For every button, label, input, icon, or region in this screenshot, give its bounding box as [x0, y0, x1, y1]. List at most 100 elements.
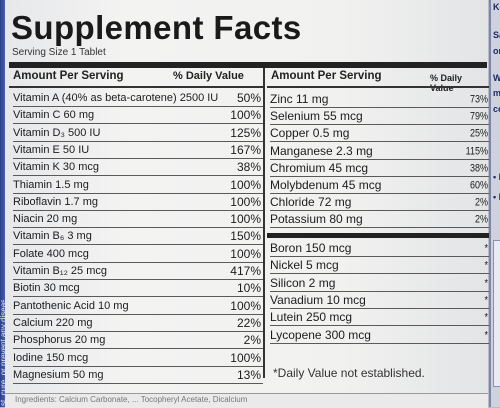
- nutrient-daily-value: 22%: [236, 315, 261, 330]
- nutrient-daily-value: 50%: [236, 91, 261, 105]
- nutrient-row: Vitamin E 50 IU 167%: [13, 143, 263, 159]
- adjacent-panel-text: or m: [493, 46, 500, 56]
- nutrient-row: Vitamin B₆ 3 mg 150%: [13, 229, 263, 246]
- nutrient-row: Nickel 5 mcg *: [270, 258, 490, 275]
- nutrient-name: Vitamin B₆ 3 mg: [13, 230, 92, 243]
- daily-value-footnote: *Daily Value not established.: [273, 366, 425, 380]
- nutrient-name: Thiamin 1.5 mg: [13, 178, 89, 191]
- nutrient-row: Copper 0.5 mg 25%: [270, 126, 490, 143]
- nutrient-row: Selenium 55 mcg 79%: [270, 109, 490, 126]
- nutrient-row: Thiamin 1.5 mg 100%: [13, 178, 263, 194]
- nutrient-daily-value: 10%: [236, 281, 261, 296]
- nutrient-row: Vitamin D₃ 500 IU 125%: [13, 126, 263, 142]
- nutrient-daily-value: 100%: [230, 108, 261, 123]
- nutrient-name: Vitamin A (40% as beta-carotene) 2500 IU: [13, 92, 219, 104]
- nutrient-daily-value: 125%: [230, 125, 261, 140]
- nutrient-row: Silicon 2 mg *: [270, 276, 490, 292]
- nutrient-row: Zinc 11 mg 73%: [270, 92, 490, 108]
- nutrient-daily-value: 417%: [230, 264, 261, 278]
- nutrient-name: Vitamin C 60 mg: [13, 109, 95, 122]
- left-header-rule: [9, 86, 263, 88]
- nutrient-row: Lycopene 300 mcg *: [270, 328, 490, 344]
- nutrient-daily-value: 2%: [474, 196, 488, 209]
- right-dv-header: % Daily Value: [430, 73, 463, 93]
- nutrient-row: Vitamin C 60 mg 100%: [13, 108, 263, 125]
- nutrient-name: Biotin 30 mcg: [13, 282, 80, 295]
- nutrient-daily-value: 73%: [469, 92, 488, 105]
- nutrient-name: Selenium 55 mcg: [270, 109, 363, 124]
- nutrient-daily-value: *: [484, 241, 488, 254]
- nutrient-name: Potassium 80 mg: [270, 212, 363, 227]
- nutrient-daily-value: 115%: [465, 144, 488, 157]
- nutrient-row: Vitamin B₁₂ 25 mcg 417%: [13, 264, 263, 280]
- nutrient-row: Magnesium 50 mg 13%: [13, 368, 263, 384]
- nutrient-name: Zinc 11 mg: [270, 92, 329, 106]
- left-amount-header: Amount Per Serving: [13, 70, 124, 82]
- nutrient-name: Vitamin E 50 IU: [13, 143, 90, 156]
- nutrient-name: Chloride 72 mg: [270, 195, 352, 210]
- nutrient-name: Phosphorus 20 mg: [13, 334, 106, 347]
- nutrient-row: Riboflavin 1.7 mg 100%: [13, 195, 263, 211]
- nutrient-name: Riboflavin 1.7 mg: [13, 195, 98, 208]
- side-disclaimer-text: st, cure, or prevent any disease.: [0, 300, 8, 406]
- supplement-facts-label: Supplement Facts Serving Size 1 Tablet A…: [5, 0, 490, 407]
- nutrient-name: Magnesium 50 mg: [13, 368, 104, 381]
- nutrient-name: Vitamin D₃ 500 IU: [13, 126, 101, 139]
- nutrient-name: Vitamin B₁₂ 25 mcg: [13, 265, 107, 277]
- adjacent-panel-text: • N: [493, 172, 500, 182]
- adjacent-panel-text: • N: [493, 192, 500, 202]
- ingredients-text: Ingredients: Calcium Carbonate, ... Toco…: [15, 395, 248, 404]
- serving-size: Serving Size 1 Tablet: [12, 47, 106, 58]
- nutrient-daily-value: 100%: [230, 194, 261, 209]
- nutrient-name: Iodine 150 mcg: [13, 351, 89, 364]
- nutrient-name: Molybdenum 45 mcg: [270, 178, 382, 192]
- nutrient-name: Niacin 20 mg: [13, 213, 78, 226]
- nutrient-name: Pantothenic Acid 10 mg: [13, 299, 129, 312]
- nutrient-daily-value: 38%: [236, 160, 261, 175]
- nutrient-row: Pantothenic Acid 10 mg 100%: [13, 299, 263, 315]
- nutrient-daily-value: *: [484, 293, 488, 306]
- nutrient-daily-value: 38%: [469, 161, 488, 174]
- nutrient-row: Niacin 20 mg 100%: [13, 212, 263, 229]
- nutrient-daily-value: 100%: [230, 298, 261, 313]
- right-amount-header: Amount Per Serving: [271, 70, 382, 82]
- nutrient-row: Chloride 72 mg 2%: [270, 195, 490, 212]
- adjacent-panel-text: com: [493, 104, 500, 114]
- nutrient-daily-value: *: [484, 259, 488, 272]
- nutrient-name: Nickel 5 mcg: [270, 258, 339, 273]
- nutrient-daily-value: 13%: [236, 367, 261, 382]
- nutrient-row: Iodine 150 mcg 100%: [13, 351, 263, 367]
- nutrient-row: Potassium 80 mg 2%: [270, 212, 490, 229]
- bottle-left-edge: [0, 0, 8, 407]
- nutrient-row: Molybdenum 45 mcg 60%: [270, 178, 490, 194]
- adjacent-panel-text: Safe: [493, 30, 500, 40]
- nutrient-name: Copper 0.5 mg: [270, 126, 350, 141]
- nutrient-row: Vitamin K 30 mcg 38%: [13, 160, 263, 177]
- nutrient-name: Boron 150 mcg: [270, 241, 352, 255]
- adjacent-panel-text: may: [493, 88, 500, 98]
- nutrient-row: Calcium 220 mg 22%: [13, 316, 263, 332]
- nutrient-row: Folate 400 mcg 100%: [13, 247, 263, 263]
- nutrient-name: Folate 400 mcg: [13, 247, 89, 260]
- nutrient-row: Phosphorus 20 mg 2%: [13, 333, 263, 350]
- ingredients-band: Ingredients: Calcium Carbonate, ... Toco…: [5, 393, 488, 408]
- nutrient-daily-value: 25%: [469, 127, 488, 140]
- nutrient-row: Lutein 250 mcg *: [270, 310, 490, 327]
- adjacent-panel-box: [493, 240, 500, 387]
- nutrient-name: Lutein 250 mcg: [270, 310, 353, 325]
- nutrient-row: Manganese 2.3 mg 115%: [270, 144, 490, 160]
- nutrient-daily-value: *: [484, 276, 488, 289]
- nutrient-row: Boron 150 mcg *: [270, 241, 490, 257]
- right-section-rule: [267, 233, 489, 238]
- left-dv-header: % Daily Value: [173, 70, 244, 82]
- column-divider: [263, 68, 265, 378]
- adjacent-panel-text: Keep: [493, 2, 500, 12]
- nutrient-daily-value: 100%: [230, 246, 261, 261]
- nutrient-daily-value: *: [484, 311, 488, 324]
- nutrient-daily-value: 2%: [243, 333, 261, 348]
- nutrient-daily-value: 100%: [230, 212, 261, 227]
- nutrient-row: Vitamin A (40% as beta-carotene) 2500 IU…: [13, 91, 263, 107]
- nutrient-name: Chromium 45 mcg: [270, 160, 369, 175]
- nutrient-name: Lycopene 300 mcg: [270, 327, 371, 342]
- nutrient-name: Calcium 220 mg: [13, 316, 93, 329]
